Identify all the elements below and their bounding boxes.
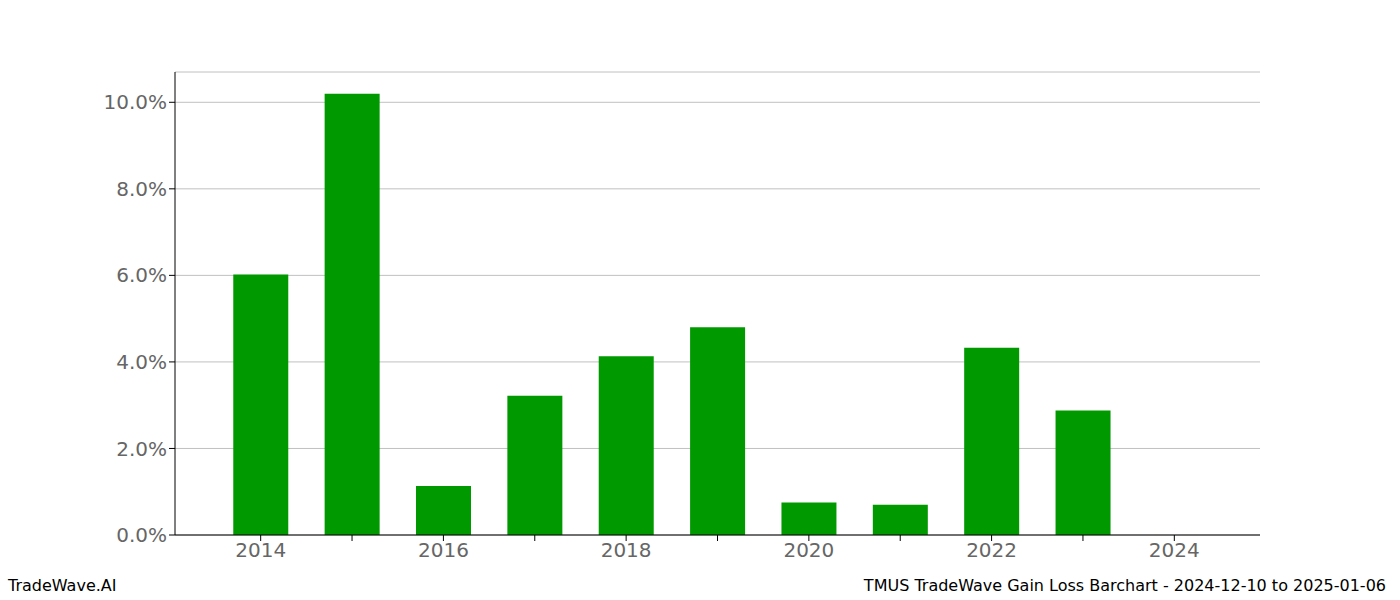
svg-text:10.0%: 10.0% xyxy=(103,90,167,114)
svg-text:2024: 2024 xyxy=(1149,538,1200,562)
svg-text:2018: 2018 xyxy=(601,538,652,562)
svg-text:2016: 2016 xyxy=(418,538,469,562)
svg-text:6.0%: 6.0% xyxy=(116,263,167,287)
svg-text:8.0%: 8.0% xyxy=(116,177,167,201)
svg-text:2020: 2020 xyxy=(783,538,834,562)
svg-text:0.0%: 0.0% xyxy=(116,523,167,547)
svg-text:4.0%: 4.0% xyxy=(116,350,167,374)
svg-text:2022: 2022 xyxy=(966,538,1017,562)
html-text:TMUS TradeWave Gain Loss Barch: TMUS TradeWave Gain Loss Barchart - 2024… xyxy=(863,576,1386,595)
svg-text:2.0%: 2.0% xyxy=(116,437,167,461)
svg-text:2014: 2014 xyxy=(235,538,286,562)
html-text:TradeWave.AI: TradeWave.AI xyxy=(8,576,117,595)
